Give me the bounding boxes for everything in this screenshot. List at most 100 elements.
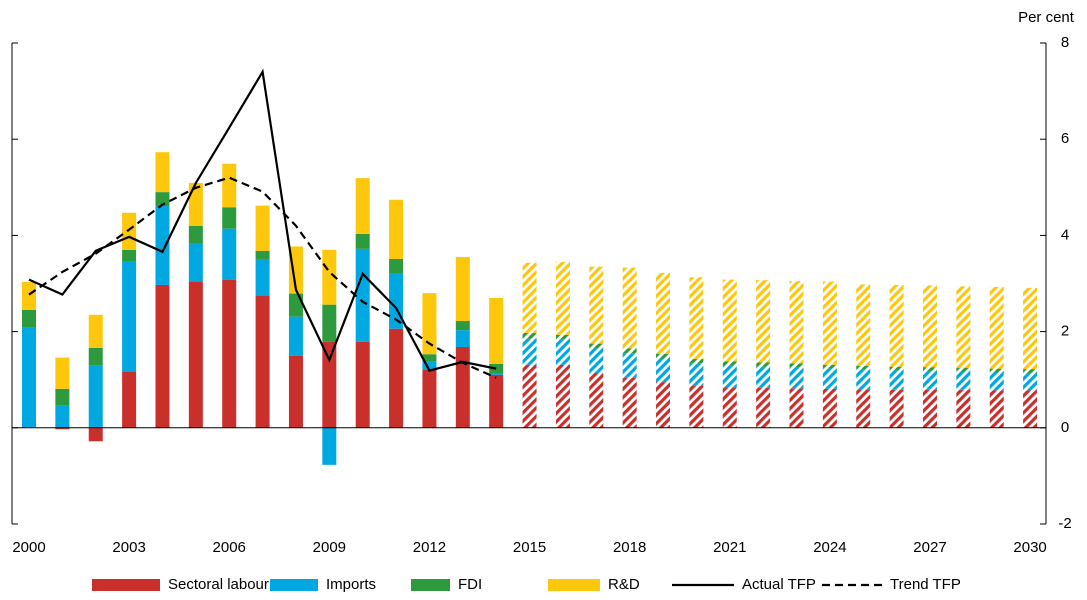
bar [689,363,704,386]
bar [355,178,370,234]
bar [989,286,1004,369]
bar [55,405,70,428]
bar [489,297,504,364]
bar [555,334,570,340]
bar [622,353,637,378]
bar [522,364,537,428]
x-tick-label: 2000 [12,539,45,556]
bar [756,362,771,367]
bar [889,366,904,371]
bar [122,261,137,373]
bar [856,365,871,370]
bar [689,359,704,364]
bar [722,387,737,428]
bar [355,248,370,342]
bar [322,341,337,428]
y-tick-label: 8 [1061,34,1069,51]
bar [722,361,737,366]
bar [288,293,303,317]
bar [322,427,337,465]
legend-label: Actual TFP [742,576,816,593]
bar [188,243,203,282]
y-tick-label: 4 [1061,226,1069,243]
bar [255,250,270,259]
legend-swatch [411,579,450,591]
bar [1023,372,1038,391]
bar [956,367,971,372]
legend-label: Sectoral labour [168,576,269,593]
bar [989,390,1004,428]
legend-label: FDI [458,576,482,593]
bar [355,233,370,249]
bar [656,272,671,354]
bar [188,225,203,244]
bar [422,369,437,428]
bar [689,277,704,360]
bar [422,354,437,362]
bar [789,367,804,389]
bar [589,343,604,349]
bar [856,389,871,428]
bar [756,387,771,428]
y-tick-label: 0 [1061,419,1069,436]
bar [88,427,103,442]
bar [188,182,203,226]
bar [522,338,537,365]
legend-label: Trend TFP [890,576,961,593]
line [28,176,497,379]
bar [789,363,804,368]
y-tick-label: -2 [1058,515,1071,532]
bar [889,389,904,428]
x-tick-label: 2018 [613,539,646,556]
x-tick-label: 2021 [713,539,746,556]
bar [922,285,937,368]
bar [789,281,804,364]
bar [255,205,270,251]
x-tick-label: 2030 [1013,539,1046,556]
bar [656,358,671,383]
bar [722,365,737,388]
bar [1023,390,1038,428]
bar [155,192,170,207]
bar [856,369,871,390]
bar [255,258,270,297]
bar [589,372,604,428]
x-tick-label: 2012 [413,539,446,556]
bar [322,304,337,342]
bar [956,389,971,428]
bar [155,152,170,193]
y-tick-label: 6 [1061,130,1069,147]
bar [288,355,303,428]
bar [922,367,937,372]
bar [922,371,937,390]
bar [656,382,671,428]
y-axis-label: Per cent [1018,9,1075,26]
bar [88,314,103,348]
bar [322,249,337,305]
bar [489,374,504,428]
bar [822,281,837,365]
bar [555,261,570,335]
bar [288,316,303,356]
x-tick-label: 2027 [913,539,946,556]
bar [222,279,237,428]
bar [422,293,437,355]
bar [555,364,570,428]
bar [856,284,871,366]
bar [1023,369,1038,373]
bar [1023,287,1038,370]
bar [222,163,237,208]
bar [922,389,937,428]
bar [155,284,170,428]
bar [255,296,270,428]
bar [155,206,170,285]
legend-swatch [92,579,160,591]
bar [355,341,370,428]
bar [389,328,404,428]
bar [822,364,837,369]
bar [555,339,570,365]
bar [622,377,637,428]
legend-swatch [270,579,318,591]
bar [622,267,637,349]
